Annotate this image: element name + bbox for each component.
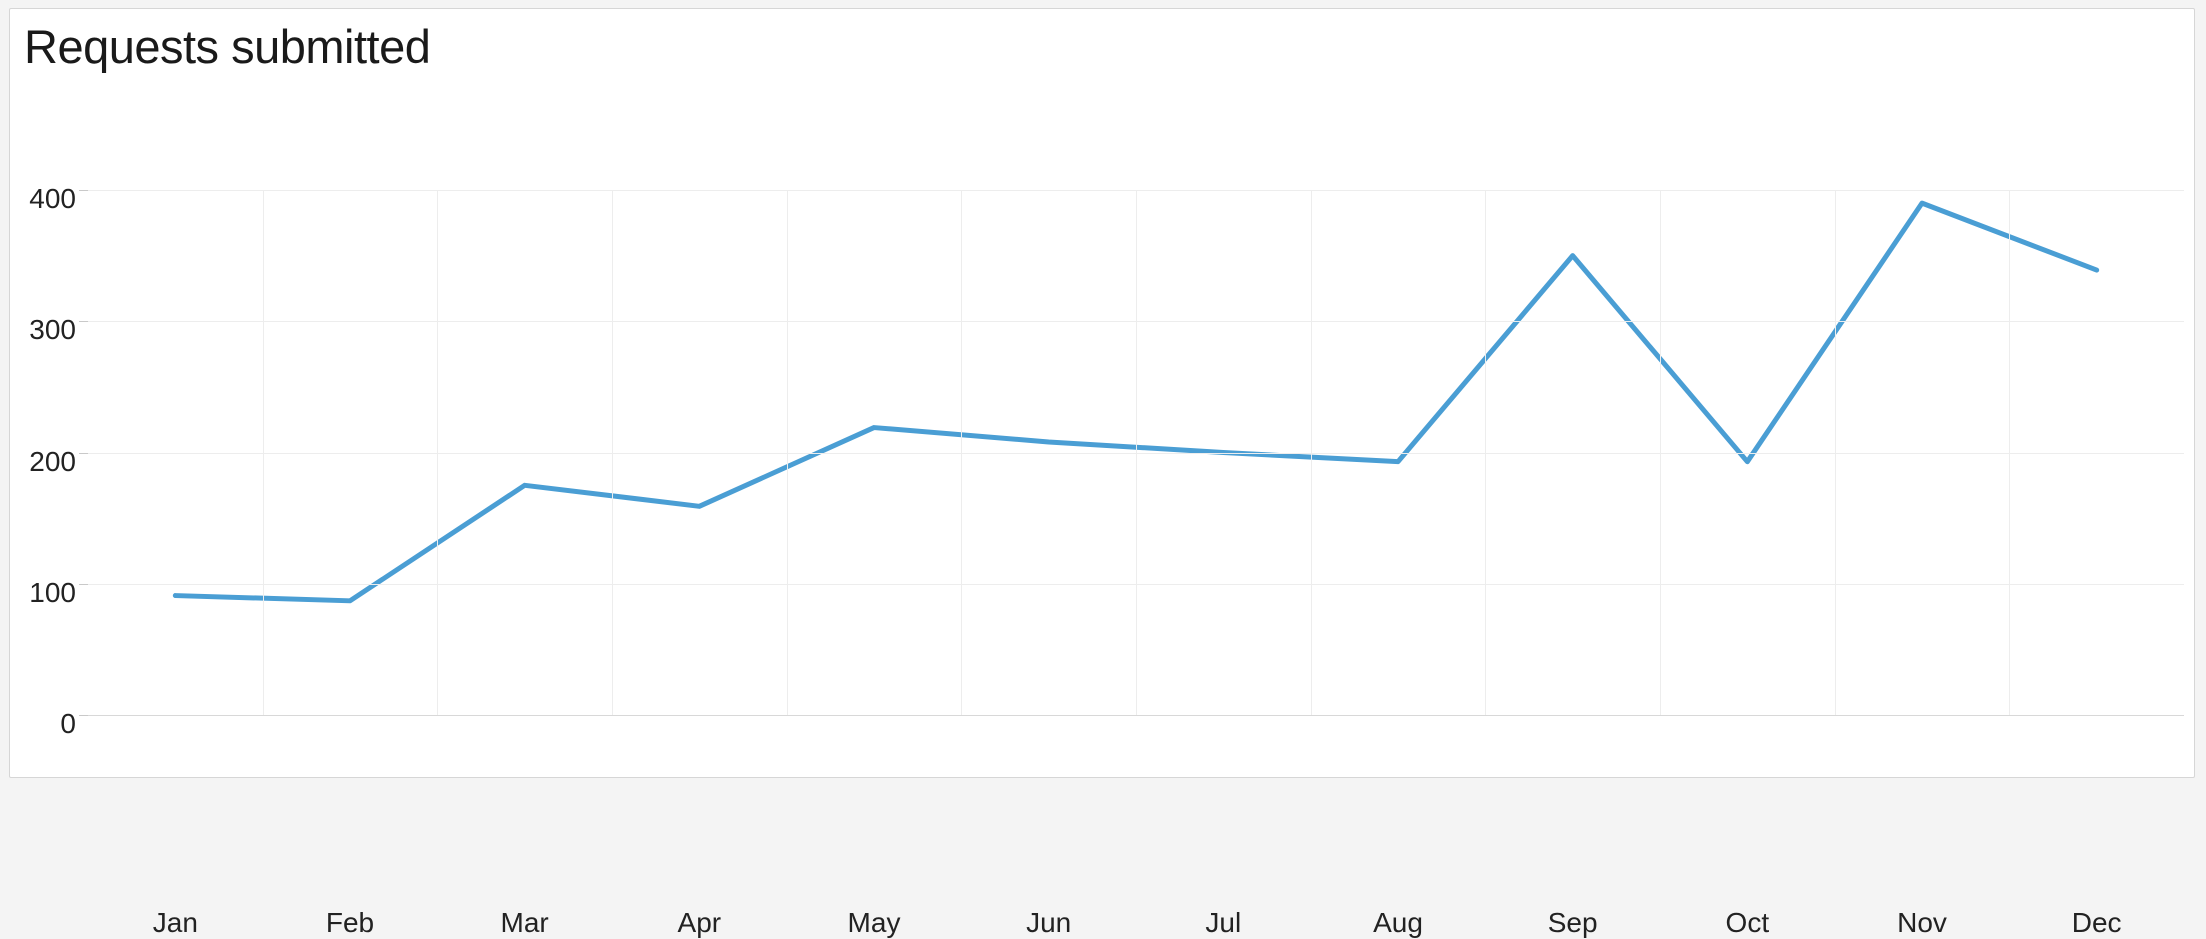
page-title: Requests submitted [24,20,431,73]
x-tick-label: Jan [152,907,198,938]
gridline-horizontal [88,715,2184,716]
chart-card: Requests submitted 0 100 200 300 400 Jan Feb M… [9,8,2195,938]
gridline-vertical [612,190,613,715]
gridline-vertical [1834,190,1836,715]
chart-plot-inner [79,190,2184,716]
gridline-vertical [1136,190,1137,715]
x-tick-label: Feb [325,907,375,938]
gridline-vertical [961,190,963,715]
gridline-vertical [1660,190,1661,715]
x-tick-label: Oct [1725,907,1770,938]
x-tick-label: Sep [1547,907,1598,938]
x-tick-label: Aug [1373,907,1423,938]
y-tick-mark [79,583,88,585]
x-tick-label: Jul [1205,907,1242,938]
y-tick-mark [79,321,88,323]
y-tick-label: 100 [29,576,76,608]
gridline-vertical [2009,190,2011,715]
x-tick-label: Mar [500,907,549,938]
x-tick-label: Dec [2071,907,2122,938]
gridline-vertical [437,190,439,715]
y-tick-mark [79,190,88,191]
x-tick-label: Nov [1897,907,1947,938]
gridline-vertical [1310,190,1312,715]
y-tick-label: 200 [29,445,76,477]
gridline-vertical [262,190,264,715]
chart-plot-area: Jan Feb Mar Apr May Jun Jul Aug Sep Oct Nov Dec [79,181,2184,938]
y-tick-mark [79,715,88,716]
y-tick-label: 400 [29,183,76,214]
gridline-vertical [786,190,788,715]
y-tick-label: 0 [60,708,76,739]
x-tick-label: May [847,907,901,938]
x-tick-label: Jun [1026,907,1072,938]
y-tick-mark [79,452,88,454]
y-axis-labels: 0 100 200 300 400 [10,183,76,739]
gridline-vertical [1485,190,1487,715]
y-tick-label: 300 [29,314,76,346]
x-tick-label: Apr [677,907,722,938]
